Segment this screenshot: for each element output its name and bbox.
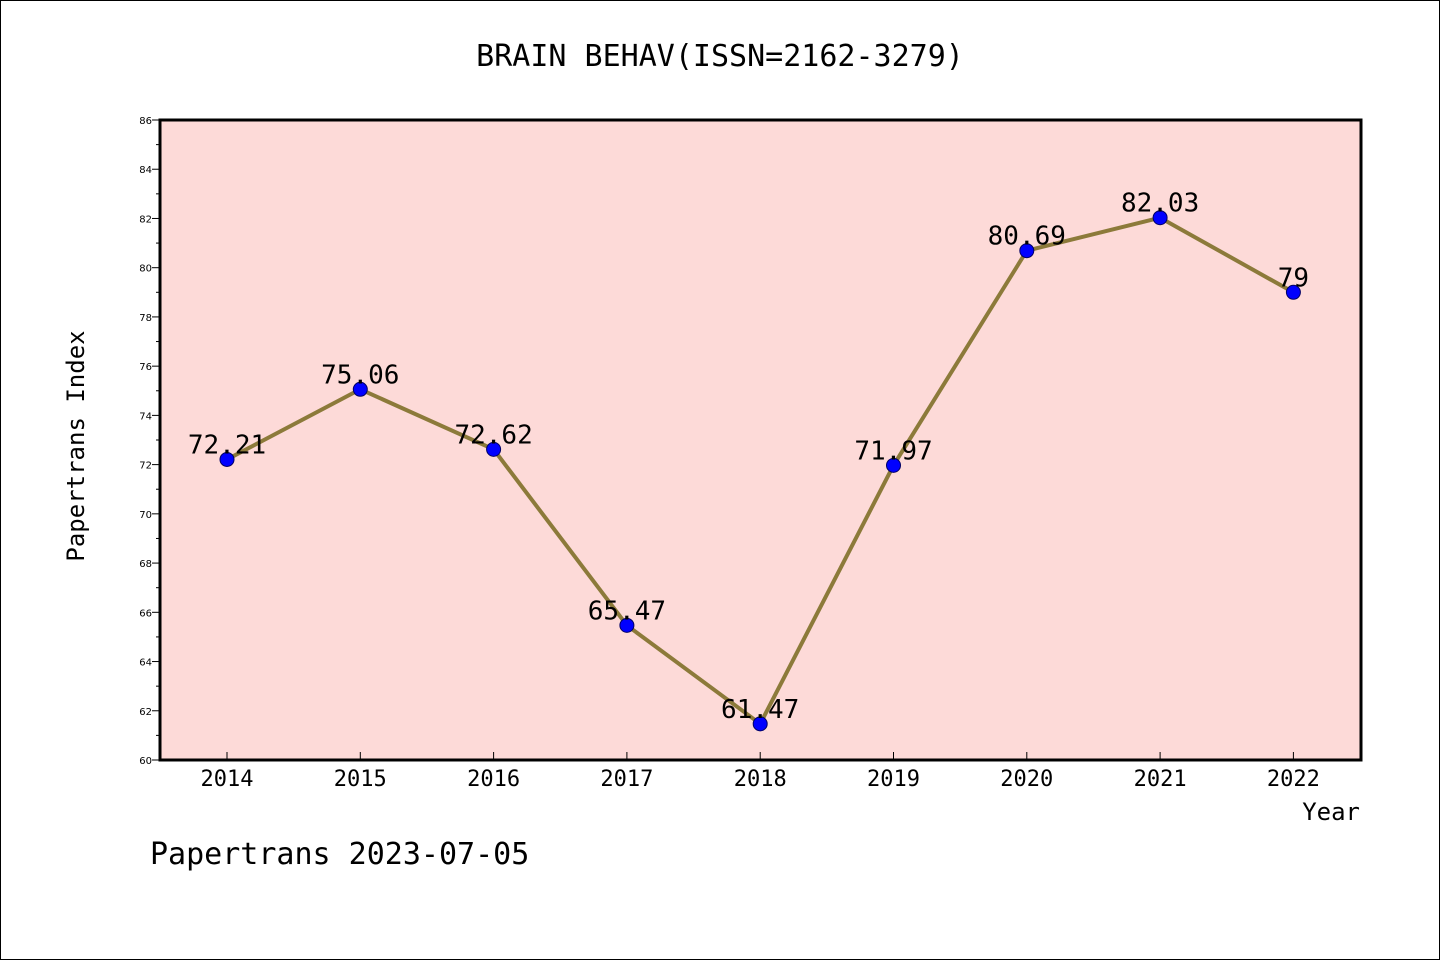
footer-date-text: Papertrans 2023-07-05 [150, 837, 529, 872]
y-tick-label: 60 [139, 756, 152, 767]
y-tick-label: 68 [139, 559, 152, 570]
data-labels: 72.21 75.06 72.62 65.47 61.47 71.97 80.69 82.03… [188, 189, 1309, 725]
data-point-marker [1285, 284, 1301, 300]
y-tick-label: 76 [139, 362, 152, 373]
data-point-marker [219, 451, 235, 467]
x-tick-label: 2021 [1134, 767, 1187, 792]
x-tick-label: 2019 [867, 767, 920, 792]
y-axis-label: Papertrans Index [62, 330, 90, 561]
x-tick-label: 2015 [334, 767, 387, 792]
x-tick-label: 2018 [734, 767, 787, 792]
x-tick-label: 2014 [201, 767, 254, 792]
y-tick-label: 64 [139, 658, 152, 669]
data-point-marker [619, 617, 635, 633]
data-value-label: 72.62 [454, 420, 532, 450]
y-tick-label: 72 [139, 461, 152, 472]
data-point-marker [352, 381, 368, 397]
x-tick-label: 2016 [467, 767, 520, 792]
y-tick-label: 82 [139, 214, 152, 225]
data-value-label: 72.21 [188, 430, 266, 460]
data-value-label: 82.03 [1121, 189, 1199, 219]
data-point-marker [886, 457, 901, 473]
data-value-label: 79 [1278, 263, 1309, 293]
data-point-marker [1152, 210, 1168, 226]
data-point-marker [1019, 243, 1035, 259]
series-markers [219, 210, 1301, 732]
y-tick-label: 62 [139, 707, 152, 718]
x-axis: 2014 2015 2016 2017 2018 2019 2020 2021 2022 [201, 752, 1320, 792]
data-value-label: 75.06 [321, 360, 399, 390]
plot-area [158, 118, 1363, 762]
y-tick-label: 74 [139, 411, 152, 422]
x-tick-label: 2022 [1267, 767, 1320, 792]
y-tick-label: 70 [139, 510, 152, 521]
y-tick-label: 78 [139, 313, 152, 324]
x-tick-label: 2020 [1000, 767, 1053, 792]
y-tick-label: 80 [139, 264, 152, 275]
chart-title: BRAIN BEHAV(ISSN=2162-3279) [476, 39, 964, 74]
y-tick-label: 84 [139, 165, 152, 176]
data-value-label: 65.47 [588, 596, 666, 626]
y-tick-label: 86 [139, 116, 152, 127]
y-axis: 60 62 64 66 68 70 72 74 76 78 80 82 84 86 [139, 116, 160, 767]
data-value-label: 80.69 [988, 222, 1066, 252]
x-axis-label: Year [1302, 798, 1360, 826]
y-tick-label: 66 [139, 608, 152, 619]
data-value-label: 71.97 [854, 436, 932, 466]
data-point-marker [752, 716, 768, 732]
x-tick-label: 2017 [600, 767, 653, 792]
data-value-label: 61.47 [721, 695, 799, 725]
data-point-marker [486, 441, 502, 457]
